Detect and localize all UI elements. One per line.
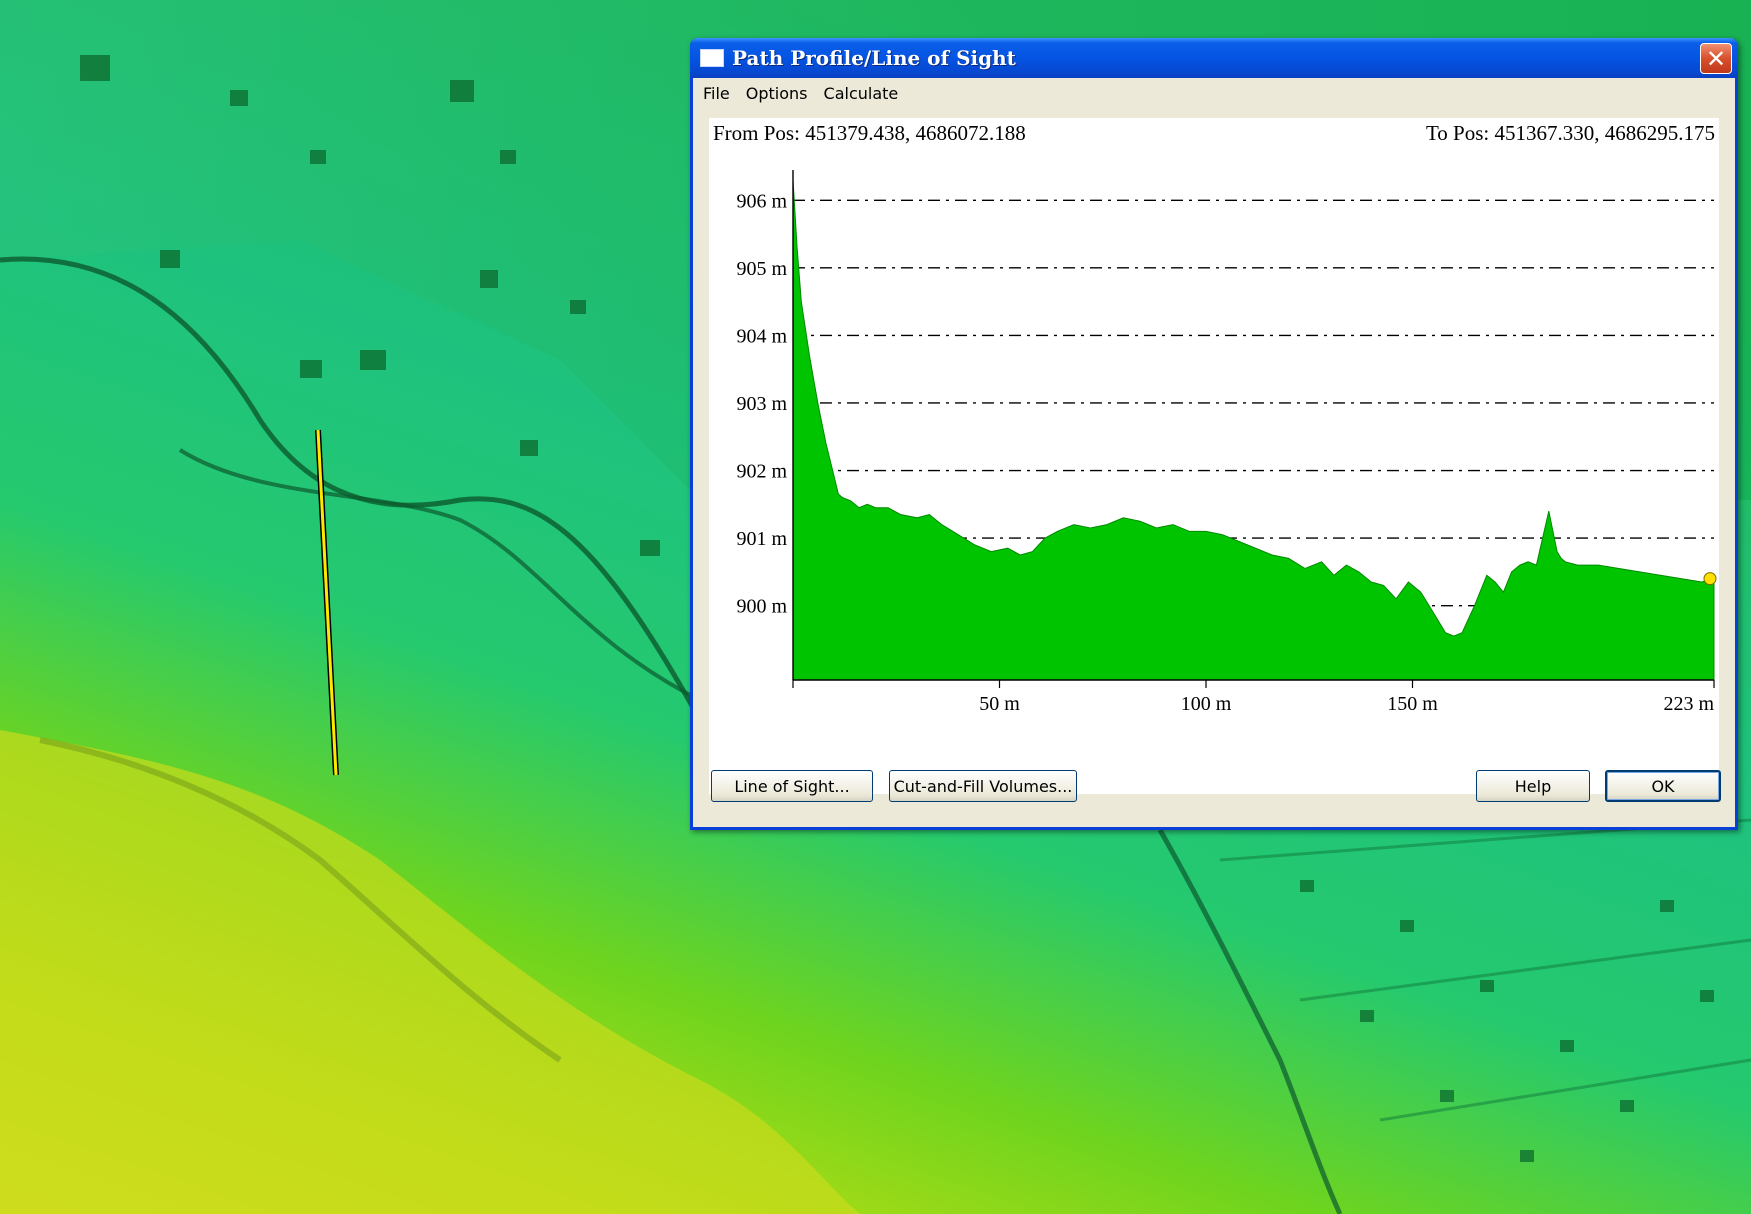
profile-plot: From Pos: 451379.438, 4686072.188 To Pos…: [709, 118, 1719, 794]
help-button[interactable]: Help: [1476, 770, 1590, 802]
button-row: Line of Sight... Cut-and-Fill Volumes...…: [693, 770, 1735, 820]
menu-bar: File Options Calculate: [693, 78, 1735, 108]
menu-calculate[interactable]: Calculate: [823, 83, 899, 103]
cut-fill-volumes-button[interactable]: Cut-and-Fill Volumes...: [889, 770, 1077, 802]
x-tick-label: 223 m: [1663, 693, 1714, 715]
ok-button[interactable]: OK: [1605, 770, 1721, 802]
close-button[interactable]: ✕: [1700, 43, 1732, 74]
title-bar[interactable]: Path Profile/Line of Sight ✕: [690, 38, 1738, 78]
y-tick-label: 900 m: [736, 596, 787, 618]
menu-options[interactable]: Options: [745, 83, 808, 103]
y-tick-label: 904 m: [736, 325, 787, 347]
menu-file[interactable]: File: [703, 83, 730, 103]
from-pos-label: From Pos: 451379.438, 4686072.188: [713, 121, 1026, 145]
profile-chart: From Pos: 451379.438, 4686072.188 To Pos…: [713, 121, 1717, 715]
y-tick-label: 901 m: [736, 528, 787, 550]
x-tick-label: 50 m: [979, 693, 1020, 715]
to-pos-label: To Pos: 451367.330, 4686295.175: [1426, 121, 1715, 145]
window-icon: [700, 49, 724, 67]
close-icon: ✕: [1705, 44, 1727, 73]
y-tick-label: 905 m: [736, 258, 787, 280]
path-profile-dialog: Path Profile/Line of Sight ✕ File Option…: [690, 38, 1738, 830]
window-title: Path Profile/Line of Sight: [732, 46, 1016, 70]
x-tick-label: 150 m: [1387, 693, 1438, 715]
y-tick-label: 902 m: [736, 461, 787, 483]
endpoint-marker: [1703, 572, 1717, 586]
line-of-sight-button[interactable]: Line of Sight...: [711, 770, 873, 802]
elevation-area: [792, 179, 1715, 681]
x-tick-label: 100 m: [1181, 693, 1232, 715]
y-tick-label: 906 m: [736, 190, 787, 212]
y-tick-label: 903 m: [736, 393, 787, 415]
